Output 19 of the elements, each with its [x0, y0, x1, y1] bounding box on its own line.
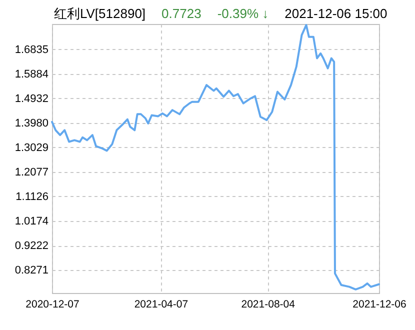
text: 2021-12-06 15:00 [284, 6, 388, 21]
y-tick-label: 1.0174 [14, 216, 48, 228]
y-tick-label: 0.8271 [14, 264, 48, 277]
y-tick-label: 1.6835 [14, 44, 48, 56]
y-tick-label: 1.4932 [14, 92, 48, 105]
y-tick-label: 1.1126 [16, 190, 48, 203]
line-series [51, 24, 380, 290]
y-tick-label: 1.5884 [14, 68, 48, 80]
text: -0.39% ↓ [217, 6, 269, 21]
x-tick-label: 2021-04-07 [134, 298, 188, 310]
y-tick-label: 1.2077 [14, 166, 48, 178]
y-tick-label: 1.3029 [14, 142, 48, 154]
y-tick-label: 0.9222 [14, 240, 48, 252]
x-tick-label: 2020-12-07 [26, 298, 80, 310]
y-tick-label: 1.3980 [14, 117, 48, 130]
x-tick-label: 2021-12-06 [352, 298, 407, 310]
chart-title: 红利LV[512890] [54, 6, 146, 21]
x-tick-label: 2021-08-04 [241, 298, 296, 310]
text: 0.7723 [162, 6, 202, 21]
